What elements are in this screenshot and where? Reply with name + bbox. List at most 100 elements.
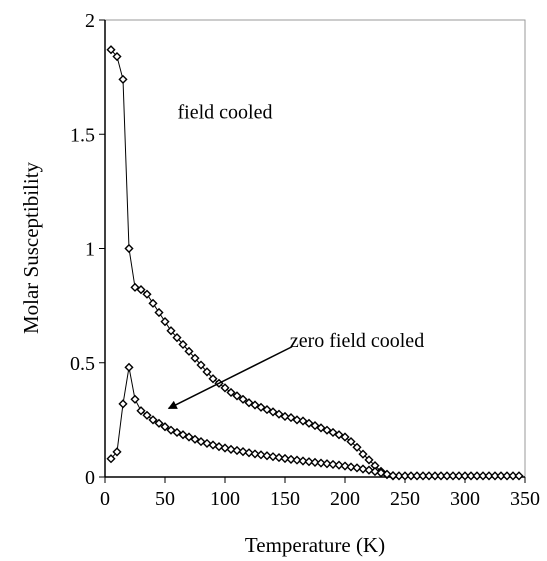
data-point	[142, 410, 152, 420]
data-point	[316, 458, 326, 468]
x-tick-label: 0	[100, 488, 110, 510]
x-tick-label: 250	[390, 488, 420, 510]
data-point	[136, 406, 146, 416]
data-point	[202, 367, 212, 377]
y-axis-ticks: 0 0.5 1 1.5 2	[70, 10, 105, 489]
data-point	[148, 298, 158, 308]
y-tick-label: 0	[85, 467, 95, 489]
data-point	[184, 432, 194, 442]
data-point	[250, 400, 260, 410]
data-point	[280, 411, 290, 422]
data-point	[166, 326, 176, 336]
data-point	[352, 463, 362, 473]
data-point	[238, 394, 248, 404]
data-point	[364, 455, 374, 465]
data-point	[442, 471, 452, 481]
data-point	[112, 51, 122, 62]
data-point	[436, 471, 446, 481]
data-point	[154, 418, 164, 428]
data-point	[232, 445, 242, 456]
data-point	[112, 447, 122, 457]
data-point	[142, 289, 152, 299]
data-point	[340, 432, 350, 442]
series-field-cooled	[106, 45, 524, 481]
data-point	[238, 447, 248, 457]
data-point	[286, 454, 296, 464]
data-point	[172, 427, 182, 438]
data-point	[298, 416, 308, 426]
data-point	[292, 455, 302, 465]
data-point	[244, 398, 254, 408]
data-point	[124, 243, 134, 254]
data-point	[346, 436, 356, 447]
data-point	[160, 317, 170, 327]
x-tick-label: 300	[450, 488, 480, 510]
data-point	[496, 471, 506, 481]
data-point	[226, 444, 236, 454]
data-point	[340, 461, 350, 471]
x-tick-label: 50	[155, 488, 175, 510]
series-line-field-cooled	[110, 49, 519, 477]
y-tick-label: 1	[85, 239, 95, 261]
data-point	[364, 465, 374, 475]
data-point	[328, 459, 338, 470]
data-point	[400, 471, 410, 481]
data-point	[208, 374, 218, 384]
data-point	[214, 442, 224, 452]
data-point	[166, 425, 176, 435]
data-point	[178, 339, 188, 350]
x-tick-label: 100	[210, 488, 240, 510]
data-point	[310, 420, 320, 431]
data-point	[502, 471, 512, 481]
data-point	[232, 391, 242, 401]
y-tick-label: 0.5	[70, 353, 95, 375]
data-point	[334, 430, 344, 440]
x-axis-ticks: 0 50 100 150 200 250 300 350	[100, 477, 540, 510]
data-point	[268, 407, 278, 417]
data-point	[472, 471, 482, 481]
data-point	[220, 383, 230, 393]
data-point	[274, 452, 284, 463]
x-tick-label: 350	[510, 488, 540, 510]
data-point	[328, 427, 338, 438]
data-point	[448, 471, 458, 481]
data-point	[130, 394, 140, 404]
data-point	[304, 418, 314, 428]
data-point	[490, 471, 500, 481]
data-point	[454, 471, 464, 481]
data-point	[274, 409, 284, 419]
data-point	[268, 452, 278, 462]
data-point	[106, 454, 116, 464]
data-point	[484, 471, 494, 481]
data-point	[130, 282, 140, 292]
data-point	[196, 360, 206, 370]
data-point	[118, 399, 128, 409]
data-point	[430, 471, 440, 481]
data-point	[358, 449, 368, 459]
data-point	[106, 45, 116, 55]
data-point	[310, 457, 320, 467]
data-point	[280, 453, 290, 464]
data-point	[256, 402, 266, 412]
data-point	[388, 471, 398, 481]
data-point	[118, 74, 128, 84]
data-point	[508, 471, 518, 481]
data-point	[136, 285, 146, 295]
data-point	[424, 471, 434, 481]
data-point	[382, 469, 392, 479]
plot-area-frame	[104, 19, 526, 478]
data-point	[352, 442, 362, 452]
y-axis-title: Molar Susceptibility	[19, 161, 43, 334]
data-point	[406, 471, 416, 481]
data-point	[370, 466, 380, 477]
data-point	[316, 423, 326, 433]
data-point	[154, 307, 164, 318]
data-point	[190, 434, 200, 444]
data-point	[322, 459, 332, 469]
x-tick-label: 150	[270, 488, 300, 510]
data-point	[514, 471, 524, 481]
data-point	[160, 422, 170, 432]
y-tick-label: 1.5	[70, 124, 95, 146]
data-point	[262, 405, 272, 415]
